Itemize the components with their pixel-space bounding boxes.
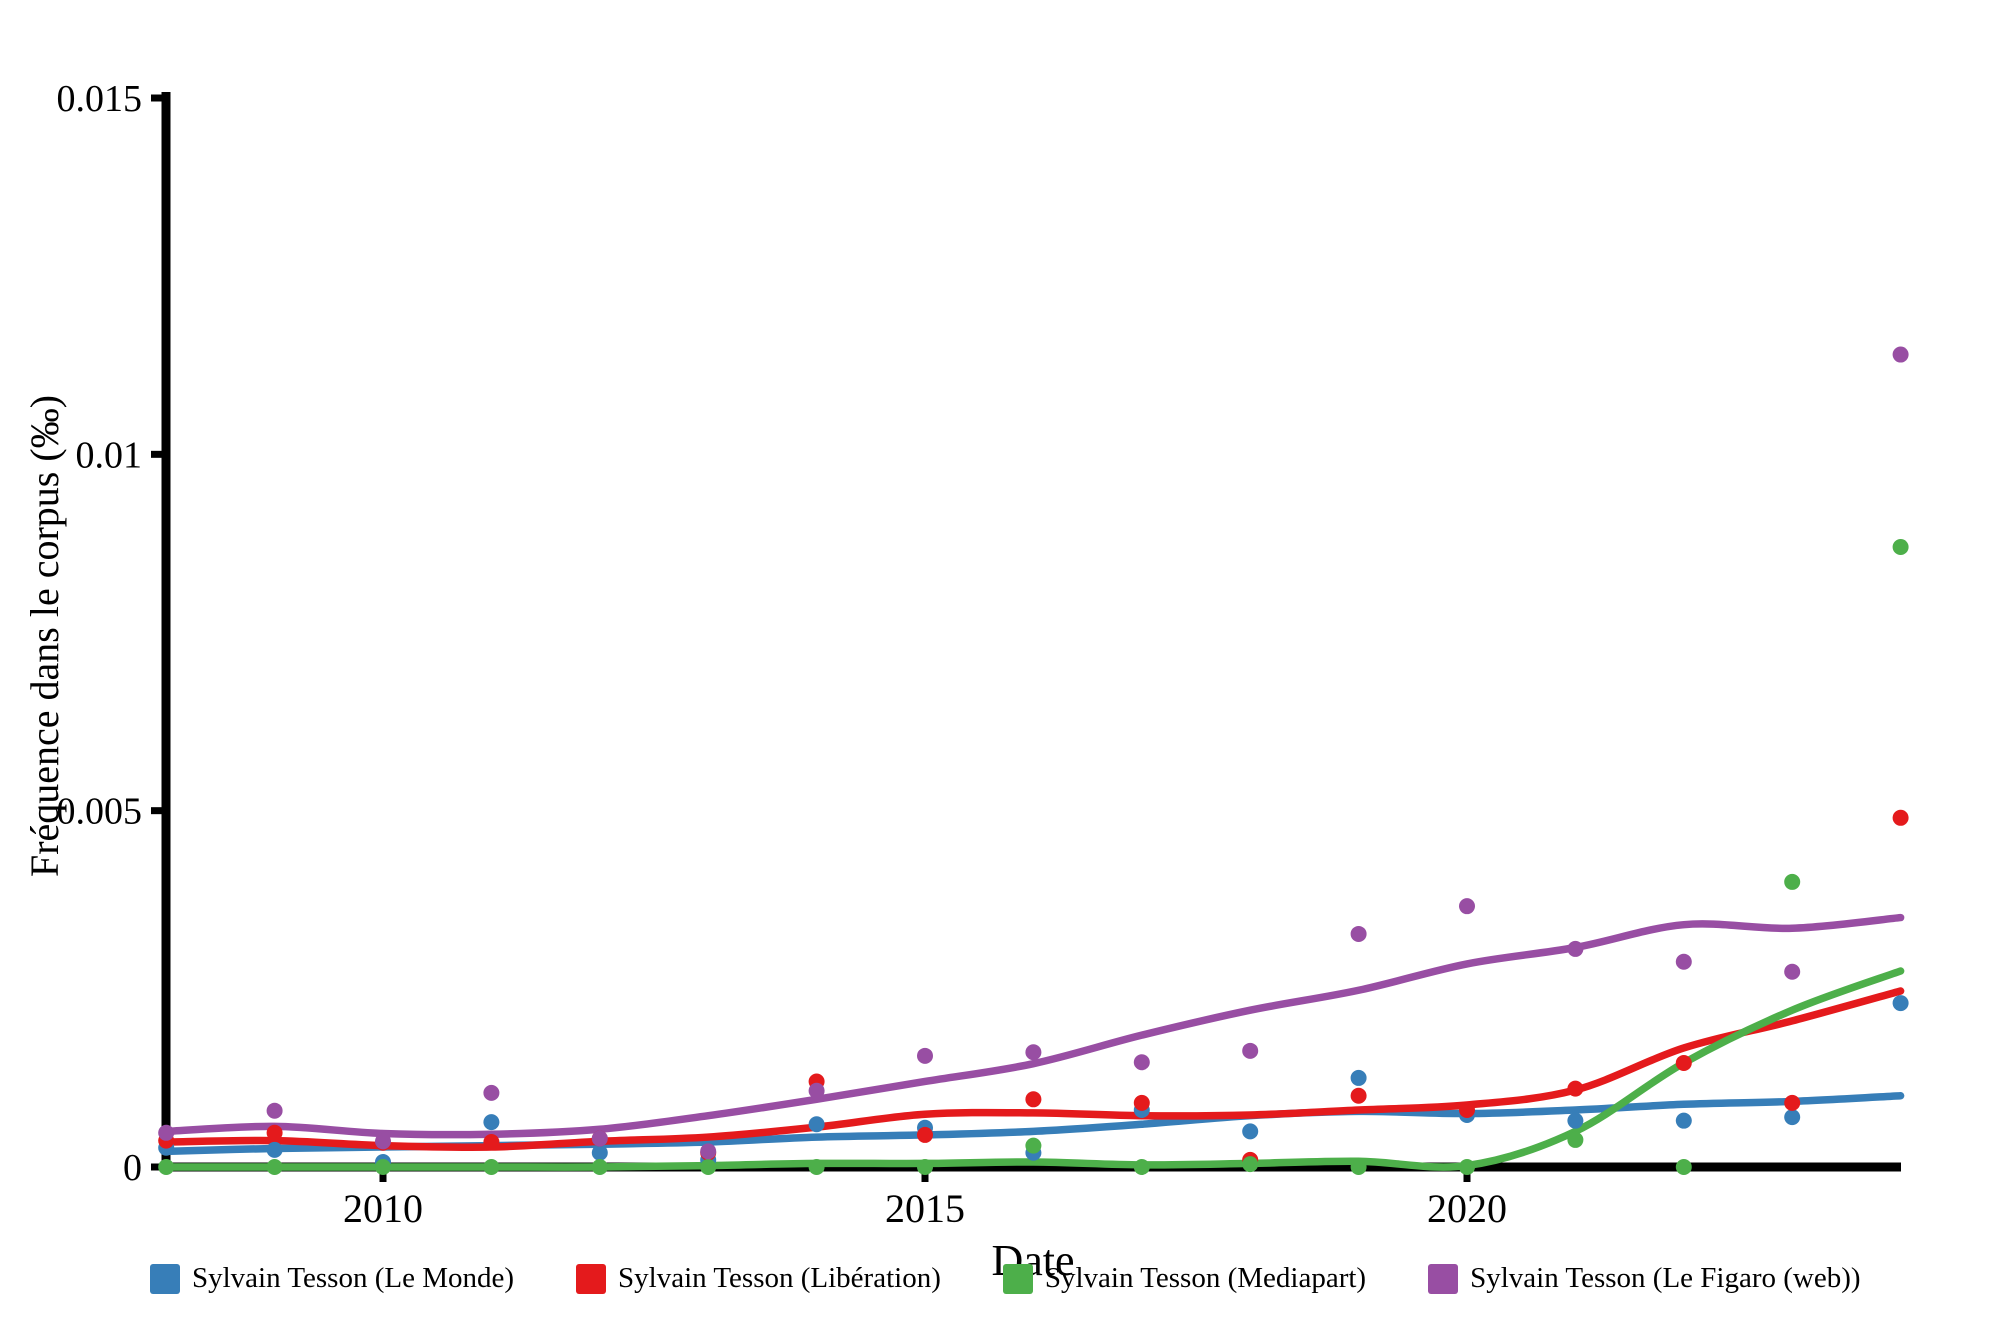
data-point-liberation	[266, 1124, 283, 1141]
data-point-le-figaro-web	[917, 1047, 933, 1064]
data-point-liberation	[1133, 1094, 1150, 1111]
data-point-liberation	[1350, 1087, 1367, 1104]
legend-item-le-figaro-web: Sylvain Tesson (Le Figaro (web))	[1428, 1262, 1861, 1295]
legend-item-le-monde: Sylvain Tesson (Le Monde)	[150, 1262, 514, 1295]
data-point-le-monde	[808, 1116, 825, 1133]
data-point-mediapart	[808, 1159, 825, 1175]
y-axis-title: Fréquence dans le corpus (‰)	[22, 394, 67, 878]
data-point-le-figaro-web	[1459, 898, 1475, 915]
data-point-mediapart	[1459, 1159, 1475, 1175]
data-point-liberation	[483, 1134, 500, 1151]
data-point-le-monde	[1784, 1109, 1801, 1126]
data-point-le-figaro-web	[158, 1124, 175, 1141]
legend-item-mediapart: Sylvain Tesson (Mediapart)	[1002, 1262, 1367, 1295]
data-point-mediapart	[1350, 1159, 1367, 1175]
data-point-le-monde	[1567, 1112, 1584, 1129]
data-point-liberation	[1025, 1091, 1042, 1108]
data-point-le-figaro-web	[1242, 1042, 1259, 1059]
data-point-le-figaro-web	[1350, 925, 1367, 942]
data-point-le-figaro-web	[700, 1143, 717, 1160]
data-point-le-figaro-web	[808, 1082, 825, 1099]
data-point-le-figaro-web	[266, 1102, 283, 1119]
data-point-mediapart	[1675, 1159, 1692, 1175]
data-point-mediapart	[1892, 538, 1909, 555]
data-point-le-figaro-web	[375, 1133, 391, 1150]
data-point-mediapart	[1025, 1137, 1042, 1154]
data-point-mediapart	[591, 1159, 608, 1175]
trend-line-mediapart	[162, 967, 1905, 1171]
legend-swatch-mediapart	[1002, 1263, 1033, 1294]
data-point-liberation	[1567, 1080, 1584, 1097]
legend-label-le-monde: Sylvain Tesson (Le Monde)	[192, 1262, 515, 1294]
data-point-liberation	[1892, 809, 1909, 826]
data-point-le-monde	[591, 1144, 608, 1161]
data-point-mediapart	[700, 1159, 717, 1175]
legend-swatch-liberation	[576, 1263, 607, 1294]
data-point-liberation	[917, 1126, 933, 1143]
data-point-mediapart	[1133, 1159, 1150, 1175]
data-point-liberation	[1459, 1101, 1475, 1118]
legend: Sylvain Tesson (Le Monde) Sylvain Tesson …	[150, 1262, 1950, 1295]
y-tick-label: 0	[123, 1147, 142, 1189]
data-point-le-monde	[1242, 1123, 1259, 1140]
data-point-le-figaro-web	[1025, 1044, 1042, 1061]
y-tick-label: 0.01	[76, 434, 143, 476]
data-point-le-figaro-web	[1892, 346, 1909, 363]
trend-line-le-figaro-web	[162, 913, 1905, 1139]
data-point-liberation	[1784, 1094, 1801, 1111]
legend-swatch-le-figaro-web	[1428, 1263, 1459, 1294]
legend-label-mediapart: Sylvain Tesson (Mediapart)	[1044, 1262, 1367, 1294]
data-point-le-figaro-web	[483, 1084, 500, 1101]
trend-line-liberation	[162, 987, 1905, 1152]
data-point-le-figaro-web	[1784, 963, 1801, 980]
data-point-le-monde	[266, 1141, 283, 1158]
legend-label-liberation: Sylvain Tesson (Libération)	[618, 1262, 941, 1294]
legend-item-liberation: Sylvain Tesson (Libération)	[576, 1262, 941, 1295]
data-point-mediapart	[375, 1159, 391, 1175]
data-point-mediapart	[158, 1159, 175, 1175]
data-point-mediapart	[483, 1159, 500, 1175]
data-point-mediapart	[1784, 873, 1801, 890]
data-point-le-monde	[483, 1114, 500, 1131]
data-point-liberation	[1675, 1054, 1692, 1071]
y-tick-label: 0.015	[57, 78, 143, 120]
data-point-mediapart	[266, 1159, 283, 1175]
x-tick-label: 2010	[343, 1186, 423, 1231]
data-point-le-figaro-web	[591, 1130, 608, 1147]
data-point-le-figaro-web	[1675, 953, 1692, 970]
data-point-le-figaro-web	[1567, 940, 1584, 957]
data-point-mediapart	[917, 1159, 933, 1175]
x-tick-label: 2020	[1427, 1186, 1507, 1231]
x-tick-label: 2015	[885, 1186, 965, 1231]
data-point-le-monde	[1350, 1069, 1367, 1086]
legend-swatch-le-monde	[150, 1263, 180, 1294]
legend-label-le-figaro-web: Sylvain Tesson (Le Figaro (web))	[1470, 1262, 1861, 1294]
data-point-le-monde	[1675, 1112, 1692, 1129]
data-point-le-monde	[1892, 995, 1909, 1012]
y-tick-label: 0.005	[57, 791, 143, 833]
data-point-mediapart	[1567, 1131, 1584, 1148]
data-point-le-figaro-web	[1133, 1054, 1150, 1071]
data-point-mediapart	[1242, 1156, 1259, 1173]
